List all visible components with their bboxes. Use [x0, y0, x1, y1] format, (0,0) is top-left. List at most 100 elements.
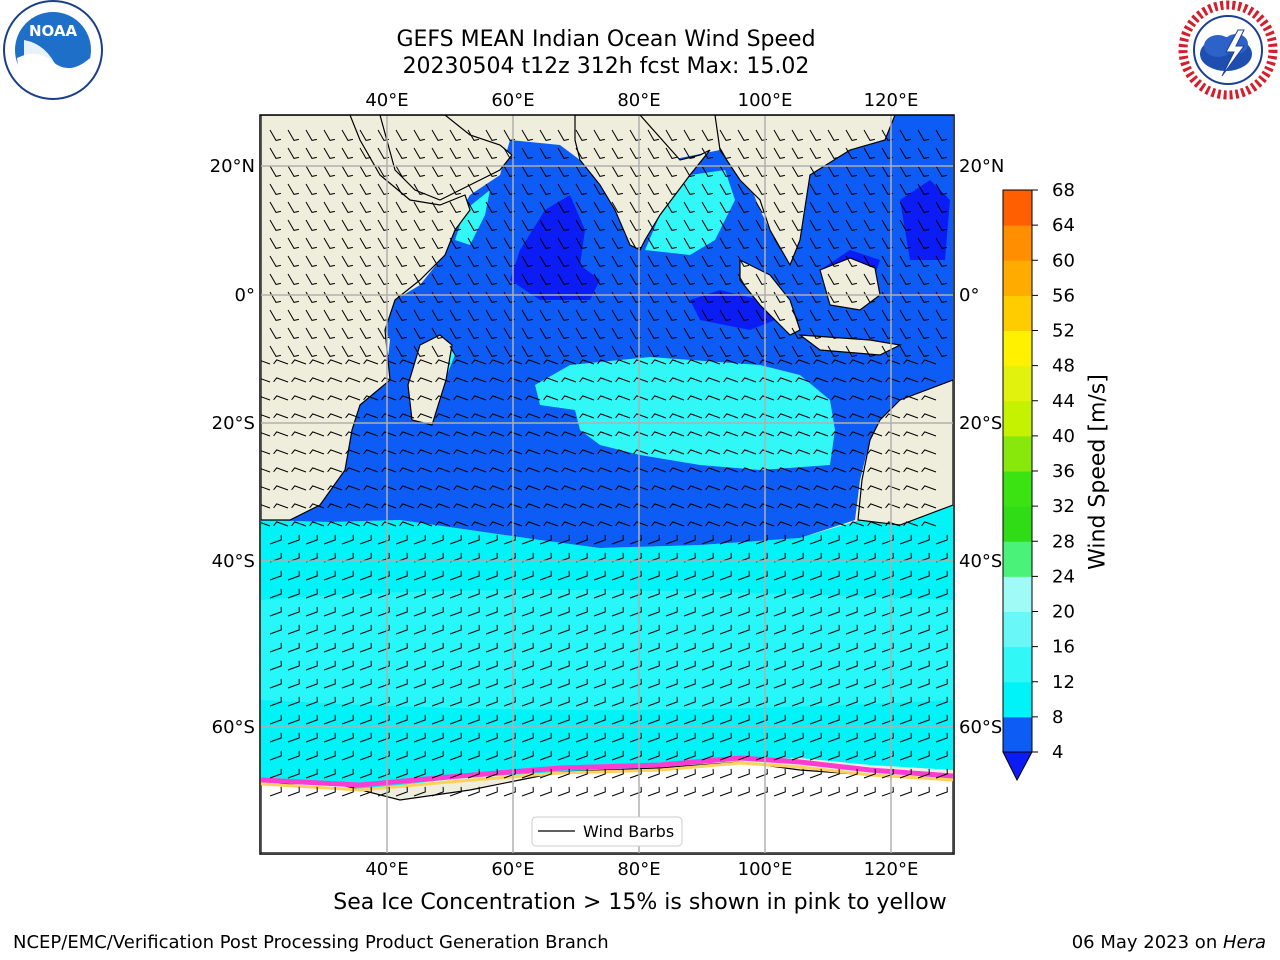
wind-barb	[755, 714, 768, 725]
wind-barb	[309, 377, 325, 383]
wind-barb	[539, 660, 552, 671]
wind-barb	[615, 485, 631, 491]
wind-barb	[561, 359, 577, 365]
wind-barb	[737, 660, 750, 671]
wind-barb	[701, 624, 714, 635]
wind-barb	[791, 714, 804, 725]
wind-barb	[305, 201, 317, 213]
wind-barb	[719, 273, 731, 285]
wind-barb	[287, 345, 299, 357]
wind-barb	[723, 485, 739, 491]
wind-barb	[917, 606, 930, 617]
wind-barb	[471, 431, 487, 437]
wind-barb	[827, 201, 839, 213]
wind-barb	[903, 431, 919, 437]
wind-barb	[791, 732, 804, 743]
wind-barb	[269, 327, 281, 339]
wind-barb	[701, 309, 713, 321]
wind-barb	[309, 431, 325, 437]
wind-barb	[323, 714, 336, 725]
wind-barb	[521, 660, 534, 671]
wind-barb	[701, 570, 714, 581]
colorbar-tick-label: 48	[1052, 356, 1075, 377]
wind-barb	[449, 183, 461, 195]
wind-barb	[467, 219, 479, 231]
wind-barb	[831, 377, 847, 383]
wind-barb	[719, 201, 731, 213]
wind-barb	[327, 449, 343, 455]
wind-barb	[413, 129, 425, 141]
wind-barb	[917, 714, 930, 725]
wind-barb	[845, 534, 858, 545]
wind-barb	[701, 660, 714, 671]
wind-barb	[705, 449, 721, 455]
wind-barb	[665, 732, 678, 743]
colorbar-tick-label: 64	[1052, 215, 1075, 236]
wind-barb	[593, 534, 606, 545]
wind-barb	[341, 147, 353, 159]
wind-barb	[611, 147, 623, 159]
wind-barb	[269, 732, 282, 743]
wind-barb	[395, 534, 408, 545]
wind-barb	[773, 147, 785, 159]
wind-barb	[305, 678, 318, 689]
wind-barb	[615, 431, 631, 437]
wind-barb	[737, 606, 750, 617]
wind-barb	[287, 750, 300, 761]
wind-barb	[327, 467, 343, 473]
wind-barb	[561, 467, 577, 473]
wind-barb	[261, 450, 271, 455]
wind-barb	[809, 642, 822, 653]
colorbar-tick-label: 8	[1052, 707, 1063, 728]
wind-barb	[899, 678, 912, 689]
wind-barb	[827, 219, 839, 231]
wind-barb	[683, 714, 696, 725]
wind-barb	[557, 570, 570, 581]
wind-barb	[291, 413, 307, 419]
wind-barb	[611, 534, 624, 545]
wind-barb	[665, 327, 677, 339]
wind-barb	[845, 642, 858, 653]
wind-barb	[395, 588, 408, 599]
wind-barb	[719, 624, 732, 635]
wind-barb	[413, 237, 425, 249]
wind-barb	[755, 732, 768, 743]
wind-barb	[917, 624, 930, 635]
wind-barb	[575, 165, 587, 177]
colorbar-tick-label: 68	[1052, 180, 1075, 201]
wind-barb	[705, 359, 721, 365]
wind-barb	[813, 413, 829, 419]
colorbar-cell	[1003, 225, 1032, 261]
wind-barb	[665, 642, 678, 653]
wind-barb	[629, 588, 642, 599]
wind-barb	[413, 183, 425, 195]
colorbar-tick-label: 52	[1052, 321, 1075, 342]
footer-date-text: 06 May 2023 on	[1071, 932, 1223, 953]
wind-barb	[413, 588, 426, 599]
wind-barb	[885, 359, 901, 365]
wind-barb	[791, 786, 804, 797]
wind-barb	[471, 413, 487, 419]
wind-barb	[557, 309, 569, 321]
wind-barb	[305, 309, 317, 321]
wind-barb	[413, 732, 426, 743]
wind-barb	[539, 588, 552, 599]
wind-barb	[467, 534, 480, 545]
wind-barb	[701, 201, 713, 213]
wind-barb	[611, 786, 624, 797]
wind-barb	[539, 147, 551, 159]
wind-barb	[395, 606, 408, 617]
wind-barb	[485, 696, 498, 707]
wind-barb	[377, 696, 390, 707]
wind-barb	[773, 309, 785, 321]
wind-barb	[291, 467, 307, 473]
wind-barb	[413, 570, 426, 581]
wind-barb	[935, 255, 947, 267]
wind-barb	[737, 696, 750, 707]
wind-barb	[863, 678, 876, 689]
wind-barb	[395, 183, 407, 195]
wind-barb	[575, 660, 588, 671]
wind-barb	[417, 485, 433, 491]
wind-barb	[341, 219, 353, 231]
wind-barb	[773, 219, 785, 231]
